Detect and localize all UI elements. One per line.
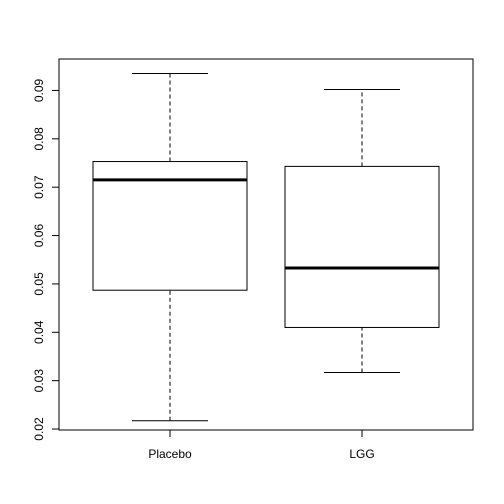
y-tick-label-7: 0.09 (32, 78, 46, 102)
boxes (92, 73, 440, 422)
y-tick-label-5: 0.07 (32, 175, 46, 199)
y-tick-label-1: 0.03 (32, 369, 46, 393)
y-tick-label-6: 0.08 (32, 127, 46, 151)
x-tick-label-placebo: Placebo (148, 447, 192, 461)
box-placebo (92, 161, 248, 291)
y-tick-label-3: 0.05 (32, 272, 46, 296)
y-tick-label-2: 0.04 (32, 320, 46, 344)
x-tick-label-lgg: LGG (349, 447, 374, 461)
y-tick-label-0: 0.02 (32, 417, 46, 441)
y-tick-label-4: 0.06 (32, 224, 46, 248)
box-lgg (284, 165, 440, 328)
y-axis: 0.02 0.03 0.04 0.05 0.06 0.07 0.08 0.09 (32, 78, 60, 441)
